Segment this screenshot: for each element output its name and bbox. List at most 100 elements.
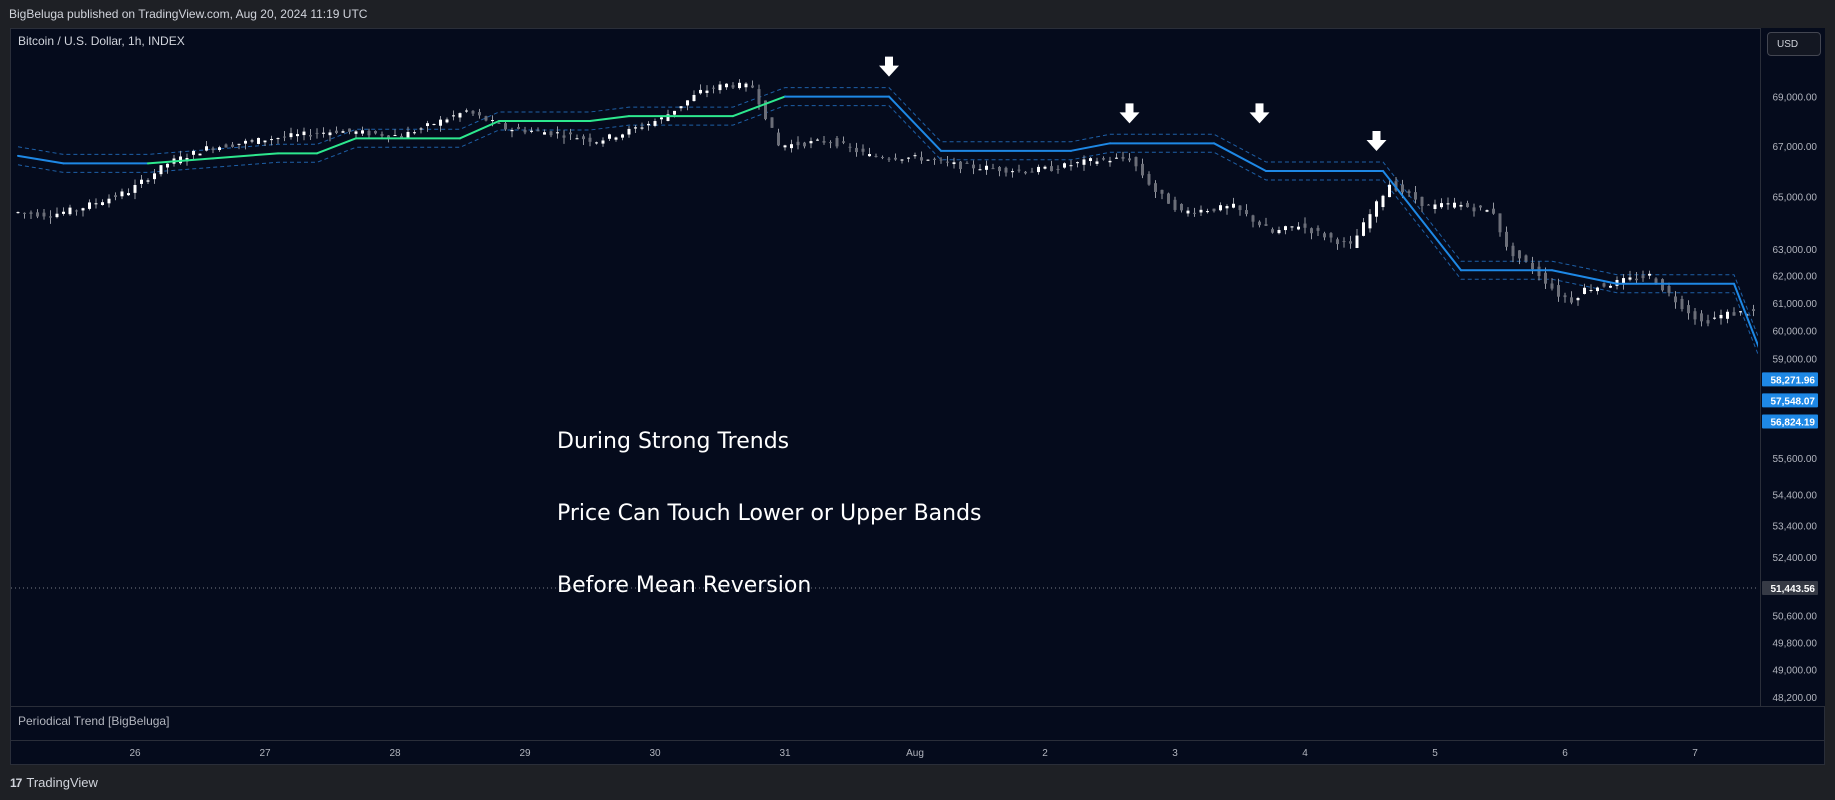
trend-segment [589, 115, 630, 123]
pane-divider[interactable] [10, 706, 1825, 707]
y-tick-label: 59,000.00 [1773, 355, 1818, 366]
last-price-badge [1762, 581, 1818, 596]
tradingview-brand: TradingView [26, 775, 98, 790]
candle-body [1531, 262, 1534, 270]
candle-body [478, 112, 481, 116]
annotation-line-3: Before Mean Reversion [557, 573, 812, 598]
candle-body [159, 165, 163, 175]
candle-body [575, 138, 579, 140]
candle-body [146, 180, 150, 182]
x-tick-label: 5 [1432, 748, 1438, 759]
x-tick-label: 6 [1562, 748, 1568, 759]
candle-body [471, 110, 475, 114]
candle-body [55, 213, 59, 218]
candle-body [309, 134, 312, 137]
x-tick-label: 30 [649, 748, 661, 759]
indicator-label[interactable]: Periodical Trend [BigBeluga] [18, 714, 170, 728]
candle-body [1238, 205, 1242, 211]
footer-bar [0, 765, 1835, 800]
candle-body [101, 202, 104, 206]
candle-body [1706, 320, 1710, 324]
candle-body [1492, 208, 1495, 214]
candle-body [536, 130, 540, 132]
candle-body [907, 157, 910, 159]
candle-body [1375, 201, 1378, 217]
candle-body [517, 127, 520, 129]
candle-body [374, 130, 377, 134]
tradingview-logo[interactable]: 17 TradingView [10, 775, 98, 790]
candle-body [133, 184, 137, 193]
candle-body [276, 138, 280, 140]
candle-body [497, 122, 501, 124]
candle-body [1147, 174, 1151, 185]
candle-body [894, 157, 897, 160]
candle-body [1388, 184, 1391, 198]
candle-body [1557, 285, 1560, 297]
candle-body [1251, 215, 1255, 222]
candle-body [1544, 272, 1547, 284]
candle-body [965, 162, 969, 164]
x-tick-label: 28 [389, 748, 401, 759]
candle-body [400, 135, 403, 138]
candle-body [946, 161, 949, 163]
candle-body [107, 198, 111, 204]
candle-body [744, 83, 748, 88]
candle-body [205, 146, 208, 151]
y-tick-label: 48,200.00 [1773, 693, 1818, 704]
candle-body [621, 134, 624, 138]
candle-body [653, 121, 657, 126]
candle-body [1453, 202, 1456, 208]
chart-pane[interactable] [10, 28, 1825, 765]
trend-segment [1382, 169, 1462, 272]
candle-body [367, 130, 371, 136]
candle-body [1563, 295, 1567, 298]
candle-body [218, 147, 221, 151]
candle-body [1082, 159, 1086, 165]
price-badge-label: 51,443.56 [1771, 584, 1816, 595]
candle-body [1505, 231, 1508, 247]
candle-body [1050, 166, 1053, 172]
candle-body [933, 158, 936, 160]
candle-body [406, 131, 410, 139]
time-axis-divider [10, 740, 1825, 741]
candle-body [1368, 214, 1372, 229]
candle-body [1687, 305, 1690, 314]
candle-body [1401, 184, 1404, 193]
candle-body [1622, 278, 1625, 285]
candle-body [354, 131, 358, 134]
candle-body [673, 110, 676, 115]
candle-body [1459, 205, 1463, 207]
y-tick-label: 53,400.00 [1773, 522, 1818, 533]
candle-body [1108, 160, 1112, 163]
candle-body [549, 131, 553, 136]
candle-body [1121, 156, 1125, 159]
candle-body [1199, 209, 1203, 213]
candle-body [1219, 205, 1222, 211]
down-arrow-icon [1366, 130, 1387, 151]
candle-body [192, 151, 195, 155]
candle-body [777, 132, 780, 146]
candle-body [939, 159, 943, 161]
candle-body [1277, 229, 1281, 234]
candle-body [315, 132, 319, 134]
candle-body [1635, 278, 1638, 281]
candle-body [127, 193, 130, 196]
candle-body [751, 85, 754, 88]
candle-body [1128, 158, 1131, 161]
candle-body [614, 137, 618, 140]
candle-body [1271, 229, 1274, 233]
candle-body [1394, 181, 1398, 191]
candle-body [1667, 285, 1671, 293]
candle-body [1303, 223, 1307, 228]
candle-body [1160, 189, 1164, 194]
candle-body [796, 141, 800, 146]
candle-body [530, 130, 533, 132]
candle-body [439, 119, 442, 126]
symbol-title[interactable]: Bitcoin / U.S. Dollar, 1h, INDEX [18, 34, 185, 48]
indicator-price-badge [1762, 393, 1818, 408]
currency-button[interactable]: USD [1767, 32, 1821, 56]
candle-body [1602, 283, 1606, 287]
candle-body [1576, 297, 1580, 301]
y-tick-label: 55,600.00 [1773, 454, 1818, 465]
